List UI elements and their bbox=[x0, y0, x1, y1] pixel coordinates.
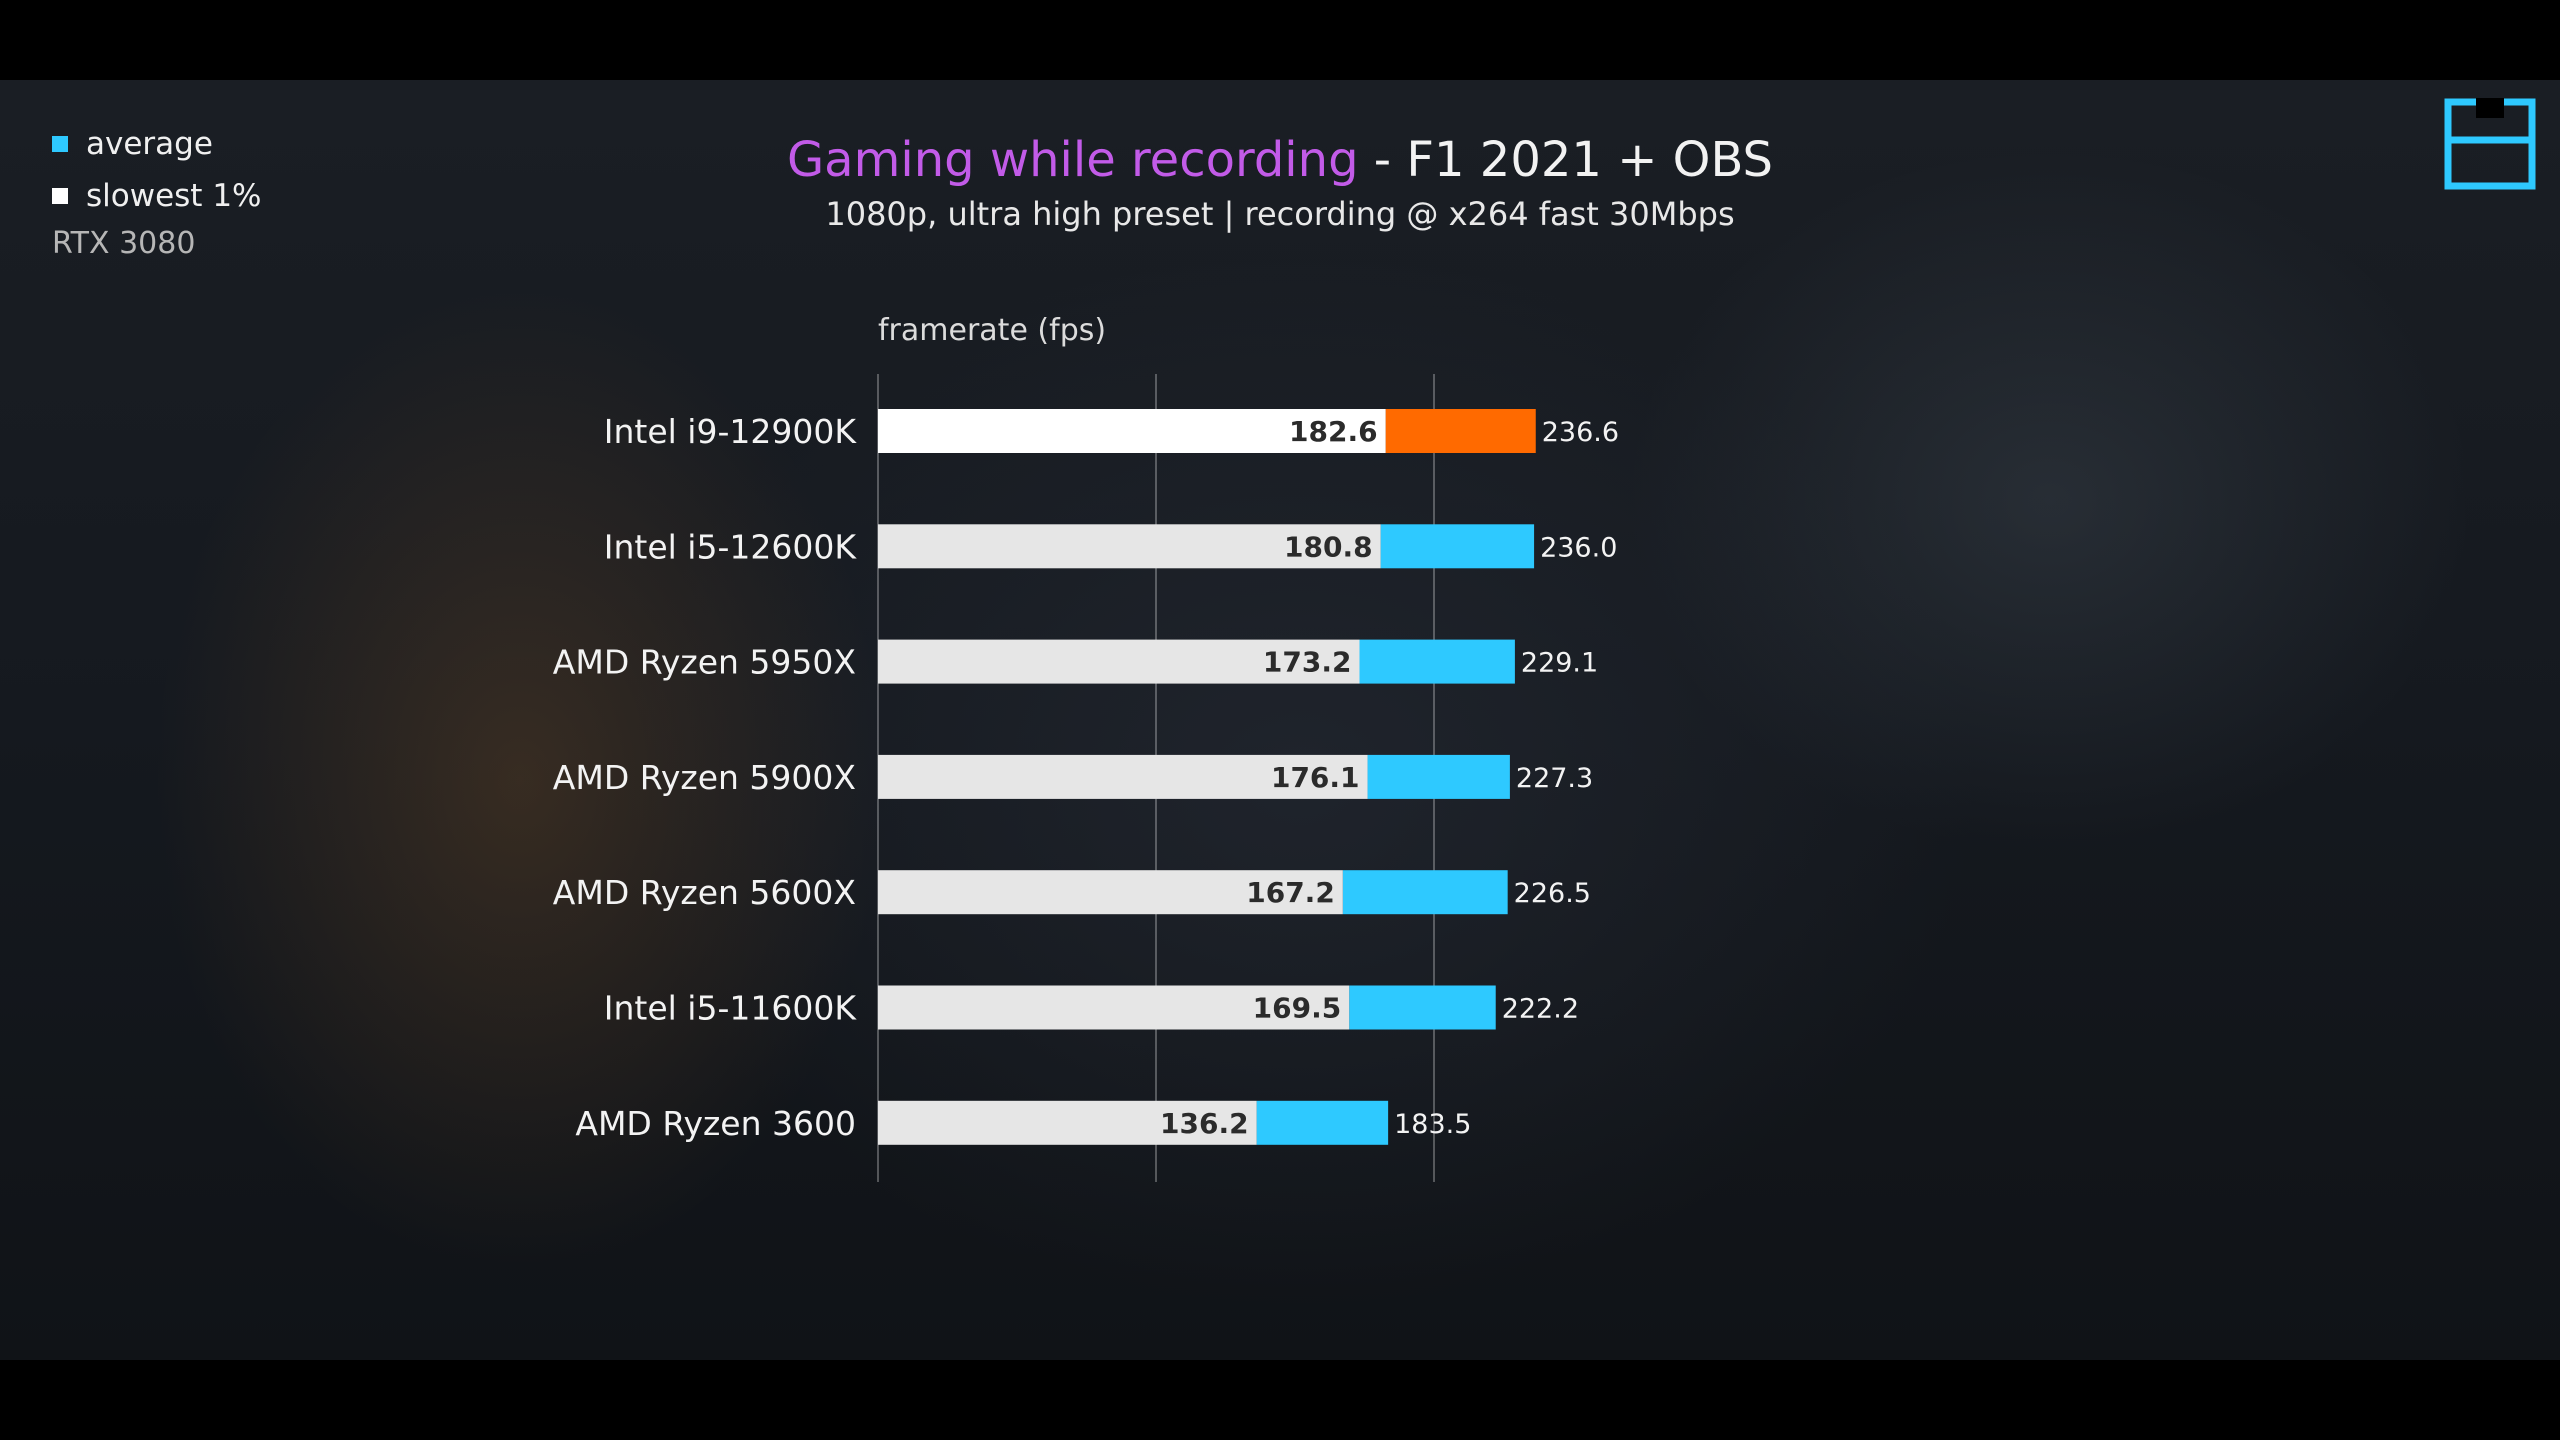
bar-average bbox=[1380, 524, 1535, 569]
bar-slowest bbox=[878, 409, 1386, 453]
chart-title: Gaming while recording - F1 2021 + OBS bbox=[0, 132, 2560, 188]
category-label: AMD Ryzen 5600X bbox=[553, 873, 856, 912]
bar-average bbox=[1385, 409, 1536, 453]
data-label-average: 222.2 bbox=[1502, 994, 1579, 1025]
title-rest: - F1 2021 + OBS bbox=[1358, 132, 1773, 188]
legend-swatch-average bbox=[52, 136, 68, 152]
gpu-label: RTX 3080 bbox=[52, 226, 196, 261]
bar-average bbox=[1256, 1100, 1389, 1145]
bar-average bbox=[1359, 639, 1515, 684]
data-label-average: 229.1 bbox=[1521, 648, 1598, 679]
category-label: Intel i9-12900K bbox=[604, 412, 858, 451]
bar-slowest bbox=[878, 1100, 1257, 1145]
data-label-slowest: 173.2 bbox=[1263, 646, 1352, 679]
bar-slowest bbox=[878, 754, 1368, 799]
data-label-slowest: 176.1 bbox=[1271, 761, 1360, 794]
legend-item-average: average bbox=[52, 118, 262, 170]
category-label: AMD Ryzen 3600 bbox=[575, 1104, 856, 1143]
legend-item-slowest: slowest 1% bbox=[52, 170, 262, 222]
data-label-average: 183.5 bbox=[1394, 1109, 1471, 1140]
category-label: AMD Ryzen 5950X bbox=[553, 643, 856, 682]
bar-slowest bbox=[878, 639, 1360, 684]
title-accent: Gaming while recording bbox=[786, 132, 1359, 188]
data-label-average: 227.3 bbox=[1516, 763, 1593, 794]
data-label-average: 226.5 bbox=[1514, 878, 1591, 909]
category-label: Intel i5-11600K bbox=[604, 989, 858, 1028]
bar-slowest bbox=[878, 524, 1381, 569]
bar-average bbox=[1349, 985, 1496, 1030]
legend-swatch-slowest bbox=[52, 188, 68, 204]
chart-background bbox=[0, 80, 2560, 1360]
bar-slowest bbox=[878, 870, 1343, 915]
legend-label-average: average bbox=[86, 126, 213, 162]
bar-average bbox=[1367, 754, 1510, 799]
data-label-average: 236.0 bbox=[1540, 532, 1617, 563]
data-label-slowest: 182.6 bbox=[1289, 415, 1378, 448]
data-label-slowest: 169.5 bbox=[1253, 992, 1342, 1025]
category-label: AMD Ryzen 5900X bbox=[553, 758, 856, 797]
data-label-slowest: 167.2 bbox=[1246, 876, 1335, 909]
legend: average slowest 1% RTX 3080 bbox=[52, 118, 262, 261]
bar-slowest bbox=[878, 985, 1350, 1030]
chart-subtitle: 1080p, ultra high preset | recording @ x… bbox=[825, 195, 1735, 233]
x-axis-title: framerate (fps) bbox=[878, 313, 1106, 348]
data-label-average: 236.6 bbox=[1542, 417, 1619, 448]
channel-logo-icon bbox=[2444, 98, 2536, 190]
data-label-slowest: 136.2 bbox=[1160, 1107, 1249, 1140]
legend-label-slowest: slowest 1% bbox=[86, 178, 262, 214]
category-label: Intel i5-12600K bbox=[604, 527, 858, 566]
bar-average bbox=[1342, 870, 1508, 915]
data-label-slowest: 180.8 bbox=[1284, 530, 1373, 563]
